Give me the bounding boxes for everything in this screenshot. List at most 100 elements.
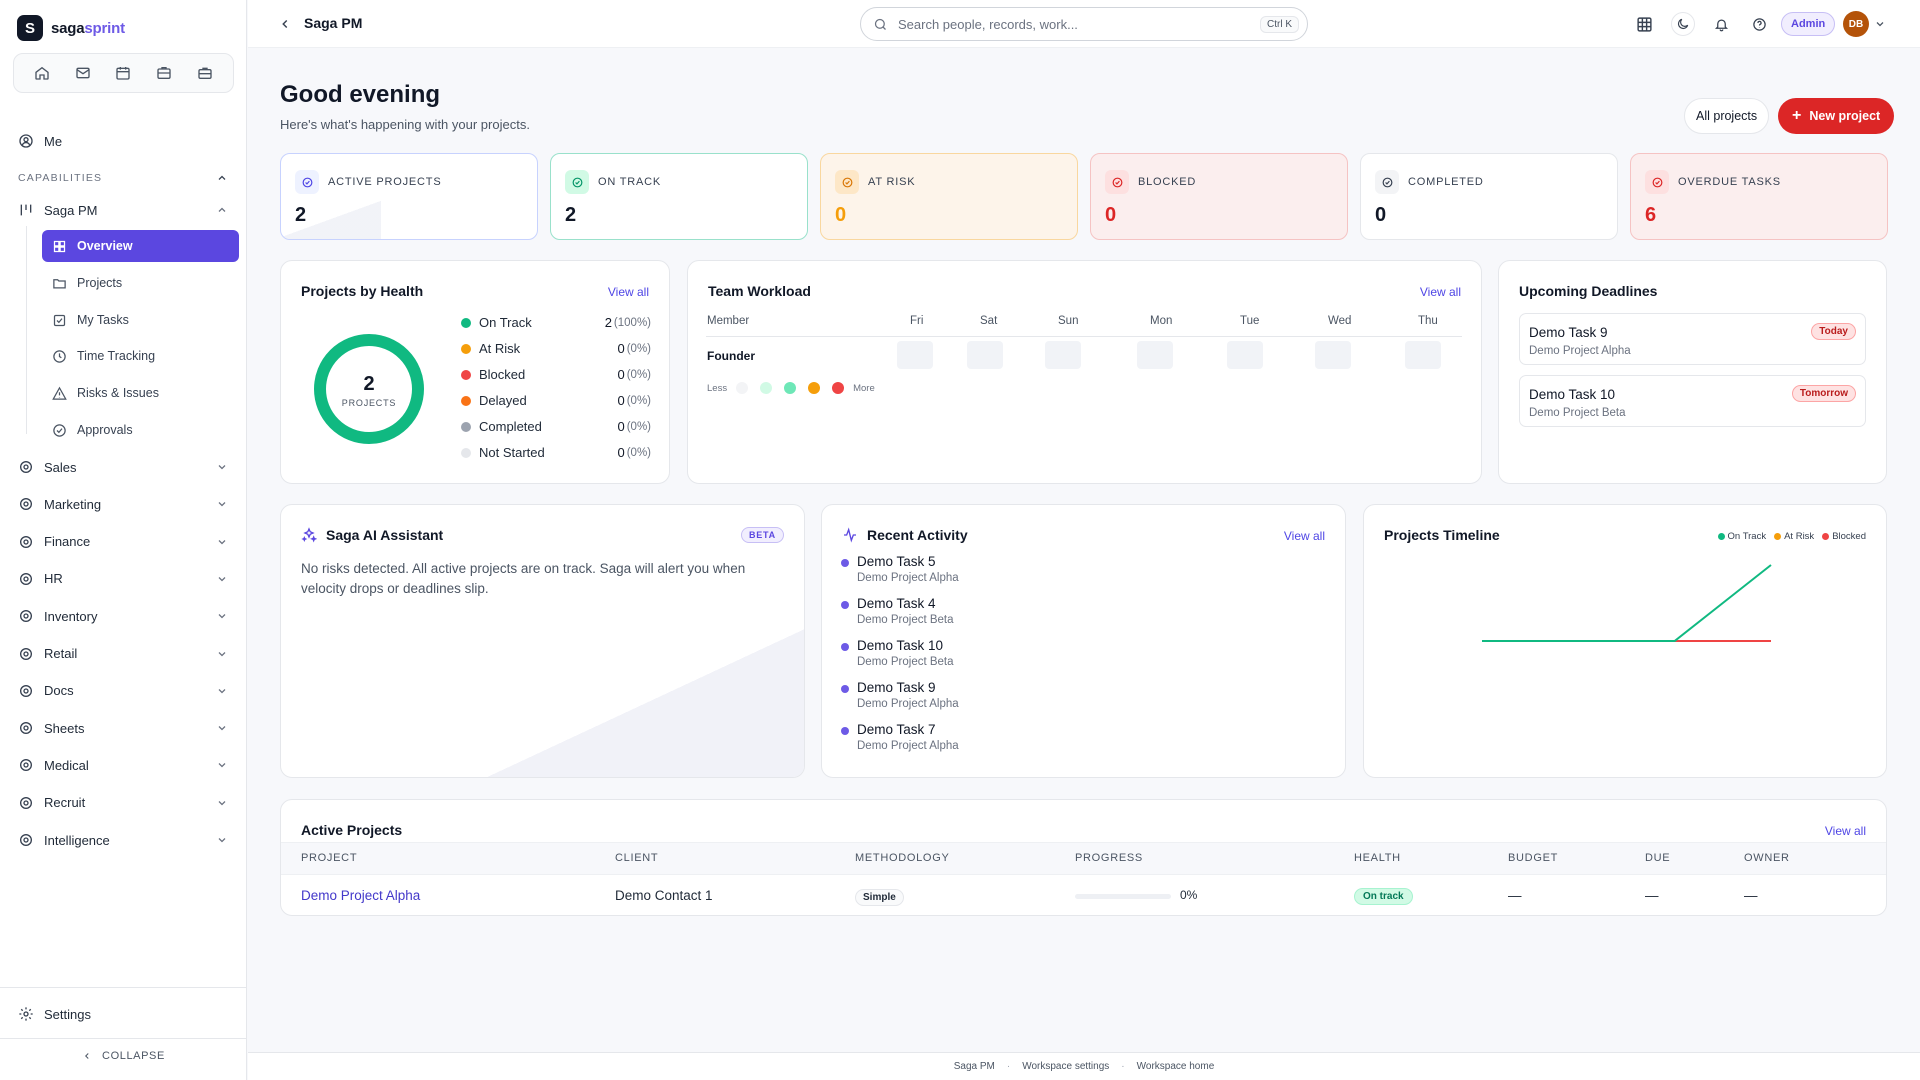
workload-cell[interactable] xyxy=(1227,341,1263,369)
timeline-chart xyxy=(1482,564,1772,642)
inbox-icon[interactable] xyxy=(153,62,175,84)
sidebar-group-retail[interactable]: Retail xyxy=(18,646,228,662)
activity-project: Demo Project Alpha xyxy=(857,740,959,752)
megaphone-icon xyxy=(18,496,34,512)
moon-icon[interactable] xyxy=(1671,12,1695,36)
search-input[interactable] xyxy=(898,16,1260,32)
brand[interactable]: S sagasprint xyxy=(17,15,125,41)
activity-item[interactable]: Demo Task 7 Demo Project Alpha xyxy=(841,722,959,752)
back-icon[interactable] xyxy=(278,17,292,31)
new-project-button[interactable]: + New project xyxy=(1778,98,1895,134)
stat-card-at-risk[interactable]: AT RISK 0 xyxy=(820,153,1078,240)
sidebar-item-label: Projects xyxy=(77,276,123,290)
kanban-icon xyxy=(18,202,34,218)
workload-cell[interactable] xyxy=(1405,341,1441,369)
legend-percent: (0%) xyxy=(626,394,651,407)
activity-item[interactable]: Demo Task 10 Demo Project Beta xyxy=(841,638,954,668)
stat-value: 0 xyxy=(1375,204,1387,226)
view-all-link[interactable]: View all xyxy=(1283,529,1325,543)
sidebar-group-intelligence[interactable]: Intelligence xyxy=(18,832,228,848)
sidebar-group-marketing[interactable]: Marketing xyxy=(18,496,228,512)
search-bar[interactable]: Ctrl K xyxy=(860,7,1308,41)
workload-cell[interactable] xyxy=(1045,341,1081,369)
greeting-subtitle: Here's what's happening with your projec… xyxy=(280,117,530,132)
workload-cell[interactable] xyxy=(967,341,1003,369)
donut-ring xyxy=(314,334,424,444)
activity-item[interactable]: Demo Task 5 Demo Project Alpha xyxy=(841,554,959,584)
donut-value: 2 xyxy=(363,373,375,395)
avatar[interactable]: DB xyxy=(1843,11,1869,37)
sidebar-item-my-tasks[interactable]: My Tasks xyxy=(42,304,239,336)
sidebar-group-docs[interactable]: Docs xyxy=(18,683,228,699)
bell-icon[interactable] xyxy=(1709,12,1733,36)
sidebar-item-time-tracking[interactable]: Time Tracking xyxy=(42,340,239,372)
workload-cell[interactable] xyxy=(1137,341,1173,369)
deadline-tag: Today xyxy=(1811,323,1856,340)
chevron-down-icon xyxy=(216,498,228,510)
view-all-link[interactable]: View all xyxy=(1419,285,1461,299)
sidebar-group-inventory[interactable]: Inventory xyxy=(18,608,228,624)
nav-settings[interactable]: Settings xyxy=(18,1006,91,1022)
activity-project: Demo Project Alpha xyxy=(857,572,959,584)
health-legend-item: At Risk 0 (0%) xyxy=(461,341,651,356)
legend-name: Completed xyxy=(479,419,542,434)
project-link[interactable]: Demo Project Alpha xyxy=(301,888,421,903)
chevron-down-icon xyxy=(216,834,228,846)
section-label: CAPABILITIES xyxy=(18,172,103,184)
apps-grid-icon[interactable] xyxy=(1632,12,1656,36)
sidebar-group-sales[interactable]: Sales xyxy=(18,459,228,475)
legend-count: 0 xyxy=(617,367,625,382)
mail-icon[interactable] xyxy=(72,62,94,84)
sidebar-item-approvals[interactable]: Approvals xyxy=(42,414,239,446)
sidebar-group-sheets[interactable]: Sheets xyxy=(18,720,228,736)
sidebar-item-overview[interactable]: Overview xyxy=(42,230,239,262)
deadline-item[interactable]: Demo Task 10 Demo Project Beta Tomorrow xyxy=(1519,375,1866,427)
chevron-down-icon xyxy=(216,648,228,660)
activity-item[interactable]: Demo Task 4 Demo Project Beta xyxy=(841,596,954,626)
sub-list-line xyxy=(26,226,27,434)
day-header: Wed xyxy=(1328,315,1352,327)
deadline-item[interactable]: Demo Task 9 Demo Project Alpha Today xyxy=(1519,313,1866,365)
sidebar-group-finance[interactable]: Finance xyxy=(18,534,228,550)
help-icon[interactable] xyxy=(1747,12,1771,36)
legend-dot xyxy=(1717,533,1725,540)
nav-me[interactable]: Me xyxy=(18,133,62,149)
sidebar-group-label: Sheets xyxy=(44,720,85,736)
sidebar-item-risks[interactable]: Risks & Issues xyxy=(42,377,239,409)
all-projects-button[interactable]: All projects xyxy=(1684,98,1770,134)
sidebar-group-recruit[interactable]: Recruit xyxy=(18,795,228,811)
admin-badge[interactable]: Admin xyxy=(1781,12,1836,36)
activity-icon xyxy=(844,527,856,543)
projects-by-health-card: Projects by Health View all 2 PROJECTS O… xyxy=(280,260,670,484)
calendar-icon[interactable] xyxy=(112,62,134,84)
activity-item[interactable]: Demo Task 9 Demo Project Alpha xyxy=(841,680,959,710)
nav-saga-pm[interactable]: Saga PM xyxy=(18,202,228,218)
stat-label: ACTIVE PROJECTS xyxy=(328,176,442,188)
sidebar-group-label: Intelligence xyxy=(44,832,110,848)
workload-cell[interactable] xyxy=(897,341,933,369)
stat-card-overdue-tasks[interactable]: OVERDUE TASKS 6 xyxy=(1630,153,1888,240)
stat-card-completed[interactable]: COMPLETED 0 xyxy=(1360,153,1618,240)
workload-cell[interactable] xyxy=(1315,341,1351,369)
stat-card-on-track[interactable]: ON TRACK 2 xyxy=(550,153,808,240)
decorative-shape xyxy=(441,617,804,777)
stat-card-blocked[interactable]: BLOCKED 0 xyxy=(1090,153,1348,240)
budget-cell: — xyxy=(1508,888,1522,903)
briefcase-icon[interactable] xyxy=(194,62,216,84)
footer-link-workspace-settings[interactable]: Workspace settings xyxy=(1022,1061,1110,1072)
sparkles-icon xyxy=(301,527,317,543)
footer-link-workspace-home[interactable]: Workspace home xyxy=(1136,1061,1215,1072)
collapse-button[interactable]: COLLAPSE xyxy=(0,1050,247,1062)
footer-link-saga-pm[interactable]: Saga PM xyxy=(953,1061,995,1072)
capabilities-section[interactable]: CAPABILITIES xyxy=(18,172,228,184)
sidebar-item-projects[interactable]: Projects xyxy=(42,267,239,299)
stat-card-active-projects[interactable]: ACTIVE PROJECTS 2 xyxy=(280,153,538,240)
sidebar-item-label: My Tasks xyxy=(77,313,129,327)
sidebar-group-medical[interactable]: Medical xyxy=(18,757,228,773)
deadline-project: Demo Project Alpha xyxy=(1529,345,1631,357)
home-icon[interactable] xyxy=(31,62,53,84)
view-all-link[interactable]: View all xyxy=(607,285,649,299)
view-all-link[interactable]: View all xyxy=(1824,824,1866,838)
sidebar-group-hr[interactable]: HR xyxy=(18,571,228,587)
chevron-down-icon[interactable] xyxy=(1874,18,1886,30)
